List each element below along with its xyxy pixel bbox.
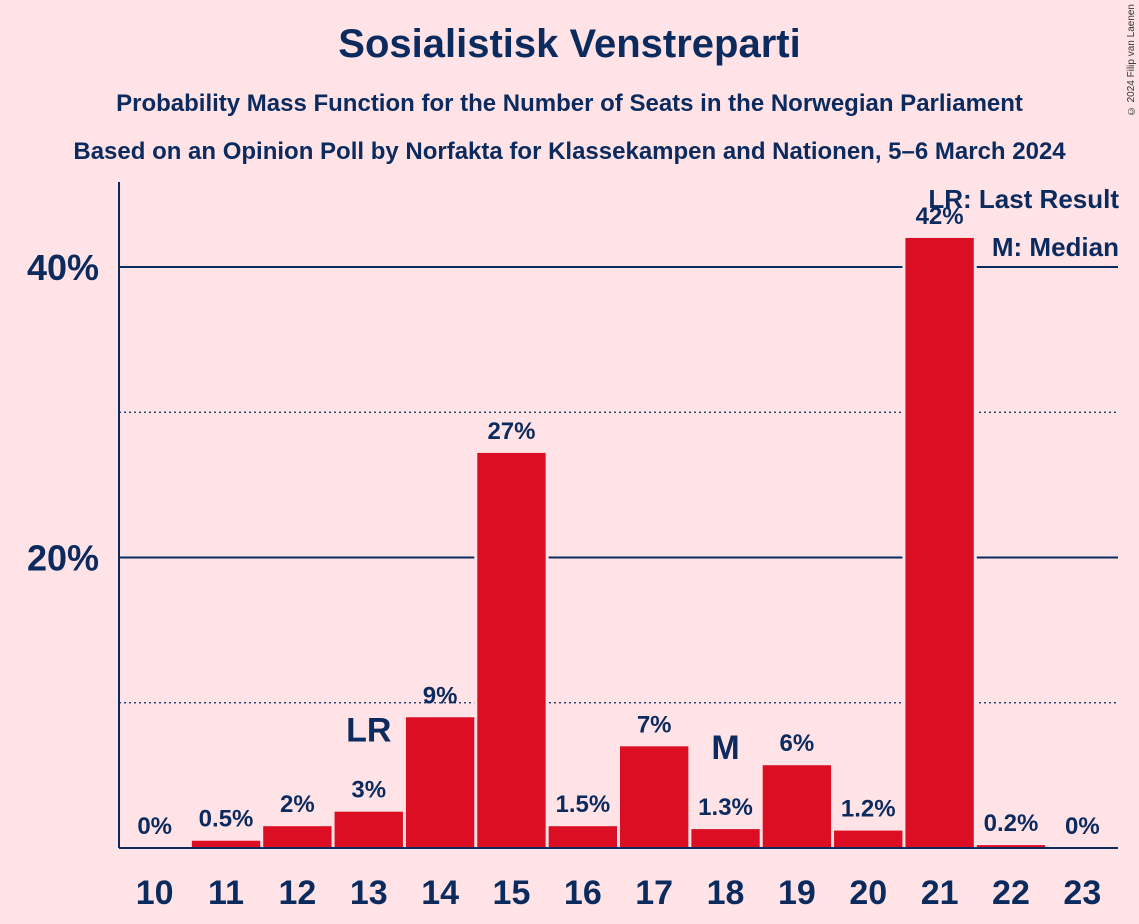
legend-last-result: LR: Last Result <box>928 184 1119 214</box>
value-label-15: 27% <box>487 418 535 445</box>
x-tick-label-12: 12 <box>278 874 316 912</box>
legend-median: M: Median <box>991 232 1119 262</box>
bar-13 <box>334 811 403 848</box>
bar-11 <box>191 840 261 848</box>
value-label-16: 1.5% <box>555 791 610 818</box>
bar-16 <box>548 826 617 848</box>
x-tick-label-22: 22 <box>992 874 1030 912</box>
x-tick-label-14: 14 <box>421 874 459 912</box>
x-tick-label-16: 16 <box>564 874 602 912</box>
value-label-10: 0% <box>137 813 172 840</box>
x-tick-label-20: 20 <box>849 874 887 912</box>
marker-m: M <box>711 729 739 767</box>
value-label-11: 0.5% <box>199 806 254 833</box>
bar-19 <box>762 765 832 848</box>
x-tick-label-21: 21 <box>921 874 959 912</box>
y-tick-label: 20% <box>27 538 99 579</box>
x-tick-label-18: 18 <box>707 874 745 912</box>
value-label-13: 3% <box>351 777 386 804</box>
x-tick-label-17: 17 <box>635 874 673 912</box>
chart-title: Sosialistisk Venstreparti <box>338 22 801 66</box>
x-tick-label-13: 13 <box>350 874 388 912</box>
x-tick-label-10: 10 <box>136 874 174 912</box>
value-label-18: 1.3% <box>698 794 753 821</box>
x-tick-label-19: 19 <box>778 874 816 912</box>
x-tick-label-23: 23 <box>1063 874 1101 912</box>
bar-17 <box>620 746 689 848</box>
bar-14 <box>405 717 475 848</box>
bar-15 <box>477 452 546 848</box>
y-tick-label: 40% <box>27 247 99 288</box>
x-tick-label-15: 15 <box>493 874 531 912</box>
value-label-19: 6% <box>780 730 815 757</box>
bar-18 <box>691 829 760 848</box>
value-label-17: 7% <box>637 711 672 738</box>
value-label-22: 0.2% <box>984 810 1039 837</box>
value-label-14: 9% <box>423 682 458 709</box>
bar-22 <box>976 845 1046 848</box>
x-tick-label-11: 11 <box>208 874 244 912</box>
value-label-20: 1.2% <box>841 796 896 823</box>
value-label-23: 0% <box>1065 813 1100 840</box>
value-label-21: 42% <box>916 203 964 230</box>
chart-source: Based on an Opinion Poll by Norfakta for… <box>73 138 1066 165</box>
bar-21 <box>905 237 974 848</box>
value-label-12: 2% <box>280 791 315 818</box>
marker-lr: LR <box>346 712 391 750</box>
bar-12 <box>263 826 332 848</box>
bar-20 <box>834 830 903 848</box>
chart-subtitle: Probability Mass Function for the Number… <box>116 90 1023 117</box>
